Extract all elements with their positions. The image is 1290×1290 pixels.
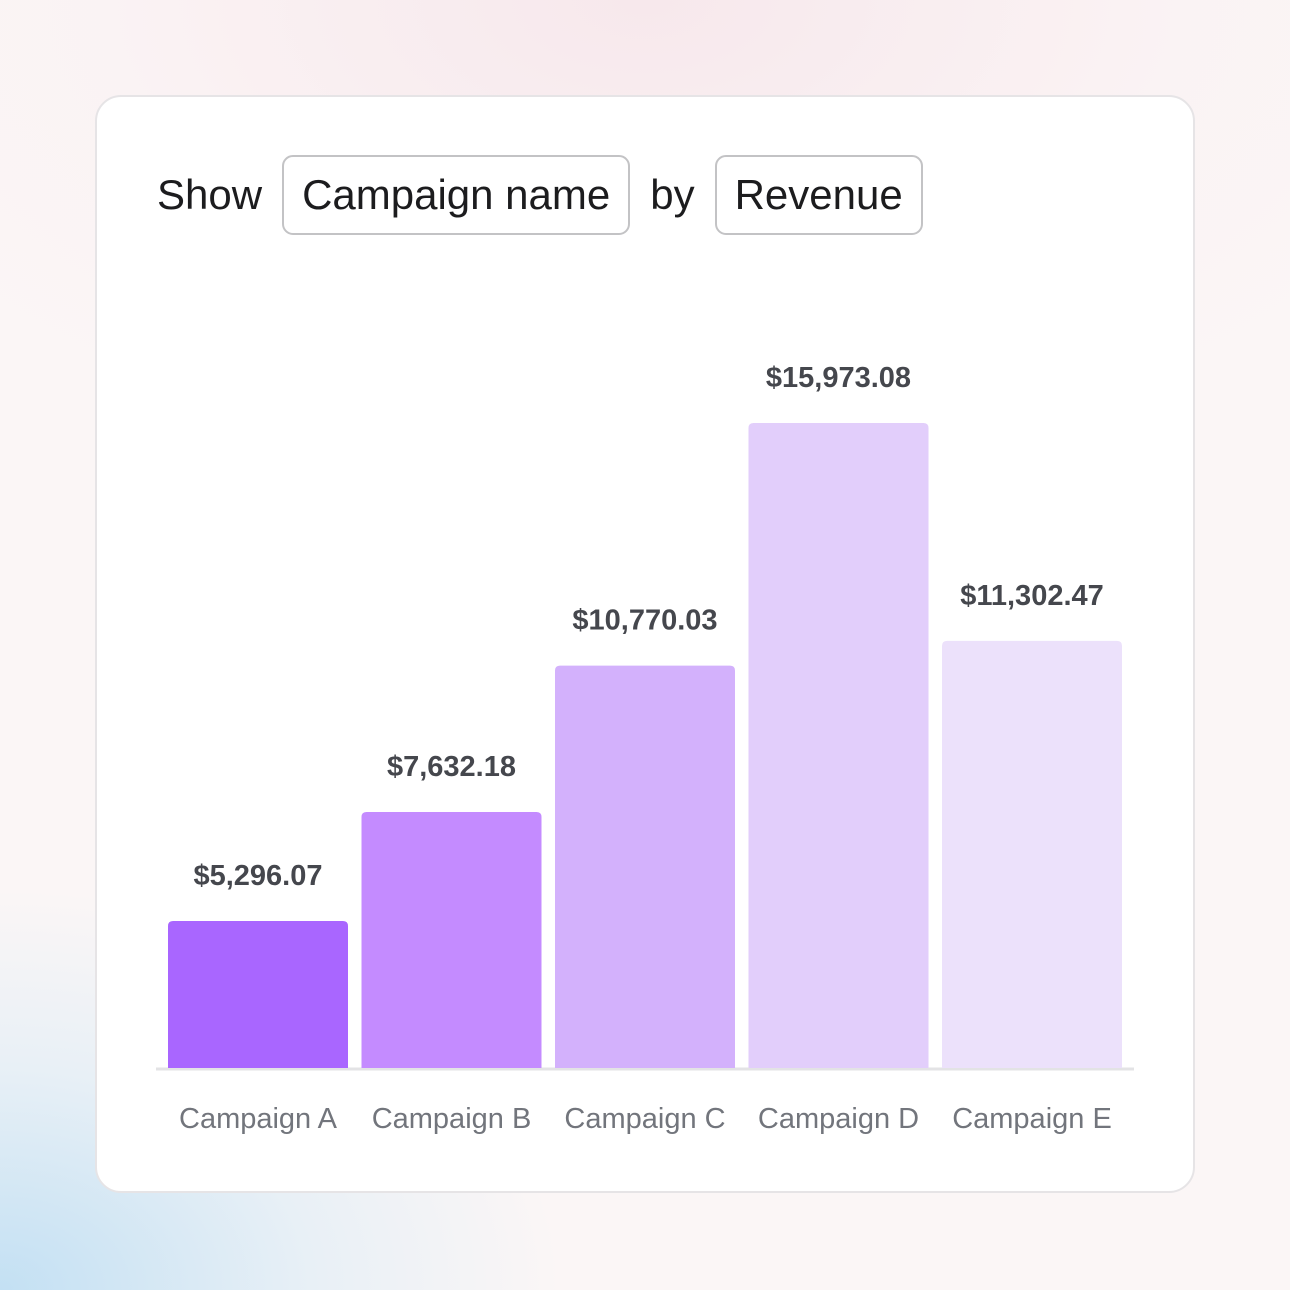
data-label: $7,632.18 <box>387 751 516 783</box>
x-tick-label: Campaign C <box>564 1103 725 1135</box>
x-tick-label: Campaign D <box>758 1103 919 1135</box>
data-label: $10,770.03 <box>572 605 717 637</box>
x-tick-label: Campaign B <box>372 1103 532 1135</box>
bar-campaign-b[interactable] <box>361 812 542 1068</box>
bar-campaign-d[interactable] <box>748 423 929 1068</box>
x-tick-label: Campaign A <box>179 1103 338 1135</box>
by-label: by <box>650 171 695 218</box>
x-tick-label: Campaign E <box>952 1103 1112 1135</box>
metric-dropdown[interactable]: Revenue <box>714 155 923 235</box>
data-label: $11,302.47 <box>960 580 1104 612</box>
bar-campaign-a[interactable] <box>168 920 348 1068</box>
group-by-dropdown[interactable]: Campaign name <box>282 155 631 235</box>
show-label: Show <box>157 171 263 218</box>
data-label: $5,296.07 <box>193 860 322 892</box>
bar-campaign-c[interactable] <box>555 665 735 1068</box>
chart-controls: Show Campaign name by Revenue <box>157 155 923 235</box>
bar-campaign-e[interactable] <box>942 640 1122 1068</box>
data-label: $15,973.08 <box>766 362 911 394</box>
